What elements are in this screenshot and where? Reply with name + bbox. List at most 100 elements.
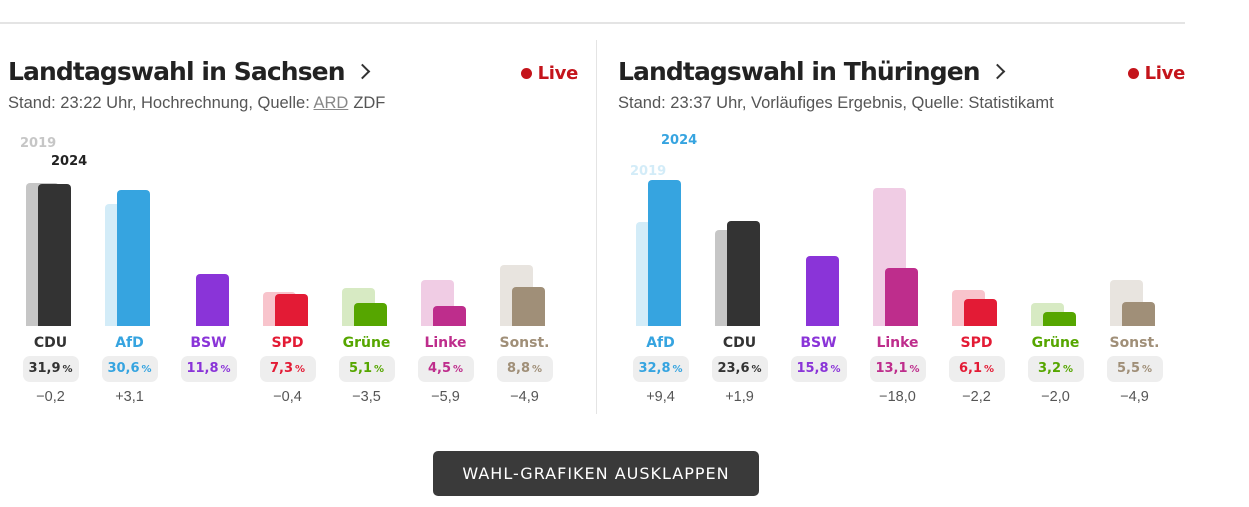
diff-label: −2,0 [1041,389,1070,405]
chart-title[interactable]: Landtagswahl in Sachsen [8,57,346,86]
value-label: 31,9 [28,361,61,376]
value-label: 32,8 [638,361,671,376]
live-badge: Live [520,63,579,84]
percent-icon: % [141,364,152,375]
chevron-right-icon[interactable] [354,63,370,80]
party-label: Grüne [1031,335,1080,351]
live-label: Live [1144,63,1186,84]
panel-divider [596,40,597,414]
bar-2024-sonst [512,286,545,326]
top-divider [0,22,1185,24]
value-label: 3,2 [1037,361,1061,376]
diff-label: −2,2 [962,389,991,405]
bar-2024-grüne [354,303,387,326]
value-label: 13,1 [875,361,908,376]
chart-panel-thueringen: Landtagswahl in Thüringen Live Stand: 23… [618,0,1185,420]
percent-icon: % [984,364,995,375]
chevron-right-icon[interactable] [989,63,1005,80]
value-label: 4,5 [427,361,451,376]
percent-icon: % [909,364,920,375]
percent-icon: % [1063,364,1074,375]
party-label: Grüne [342,335,391,351]
percent-icon: % [751,364,762,375]
value-badge: 7,3% [259,356,316,382]
bar-2024-bsw [196,273,229,326]
party-label: SPD [960,335,993,351]
percent-icon: % [220,364,231,375]
value-badge: 13,1% [869,356,926,382]
diff-label: +3,1 [115,389,144,405]
value-label: 5,1 [348,361,372,376]
chart-title[interactable]: Landtagswahl in Thüringen [618,57,981,86]
bar-2024-sonst [1122,301,1155,326]
live-dot-icon [520,68,532,79]
value-badge: 11,8% [180,356,237,382]
value-label: 7,3 [269,361,293,376]
value-badge: 6,1% [948,356,1005,382]
value-label: 23,6 [717,361,750,376]
diff-label: +1,9 [725,389,754,405]
value-badge: 30,6% [101,356,158,382]
value-badge: 8,8% [496,356,553,382]
bar-2024-grüne [1043,311,1076,326]
value-badge: 3,2% [1027,356,1084,382]
value-label: 6,1 [958,361,982,376]
value-badge: 5,5% [1106,356,1163,382]
bar-2024-cdu [727,221,760,326]
live-badge: Live [1127,63,1186,84]
diff-label: +9,4 [646,389,675,405]
percent-icon: % [374,364,385,375]
year-label-2019: 2019 [630,164,667,179]
diff-label: −0,2 [36,389,65,405]
diff-label: −3,5 [352,389,381,405]
bar-2024-afd [648,180,681,326]
party-label: AfD [646,335,675,351]
diff-label: −0,4 [273,389,302,405]
percent-icon: % [62,364,73,375]
bar-2024-afd [117,190,150,326]
status-line: Stand: 23:37 Uhr, Vorläufiges Ergebnis, … [618,94,1054,113]
percent-icon: % [830,364,841,375]
status-text: Stand: 23:37 Uhr, Vorläufiges Ergebnis, … [618,94,1054,112]
chart-panel-sachsen: Landtagswahl in Sachsen Live Stand: 23:2… [8,0,578,420]
source-link-zdf[interactable]: ZDF [353,94,386,112]
diff-label: −4,9 [1120,389,1149,405]
year-label-2019: 2019 [20,136,57,151]
chart-title-link[interactable]: Landtagswahl in Thüringen [618,57,1005,86]
percent-icon: % [1142,364,1153,375]
party-label: Sonst. [499,335,550,351]
party-label: AfD [115,335,144,351]
party-label: BSW [800,335,837,351]
bar-2024-spd [275,293,308,326]
live-label: Live [537,63,579,84]
value-badge: 23,6% [711,356,768,382]
status-line: Stand: 23:22 Uhr, Hochrechnung, Quelle: … [8,94,385,113]
bar-2024-bsw [806,255,839,326]
value-label: 11,8 [186,361,219,376]
percent-icon: % [453,364,464,375]
diff-label: −18,0 [879,389,916,405]
source-link-ard[interactable]: ARD [313,94,349,112]
diff-label: −4,9 [510,389,539,405]
value-badge: 5,1% [338,356,395,382]
value-label: 30,6 [107,361,140,376]
percent-icon: % [295,364,306,375]
value-badge: 4,5% [417,356,474,382]
value-label: 8,8 [506,361,530,376]
value-badge: 32,8% [632,356,689,382]
party-label: Linke [876,335,919,351]
value-badge: 15,8% [790,356,847,382]
chart-title-link[interactable]: Landtagswahl in Sachsen [8,57,370,86]
value-label: 5,5 [1116,361,1140,376]
expand-charts-button[interactable]: WAHL-GRAFIKEN AUSKLAPPEN [433,451,759,496]
status-text: Stand: 23:22 Uhr, Hochrechnung, Quelle: [8,94,310,112]
bar-2024-cdu [38,184,71,326]
percent-icon: % [532,364,543,375]
party-label: Linke [424,335,467,351]
bar-2024-linke [433,306,466,326]
value-label: 15,8 [796,361,829,376]
party-label: SPD [271,335,304,351]
bar-2024-linke [885,267,918,326]
year-label-2024: 2024 [661,133,698,148]
year-label-2024: 2024 [51,154,88,169]
